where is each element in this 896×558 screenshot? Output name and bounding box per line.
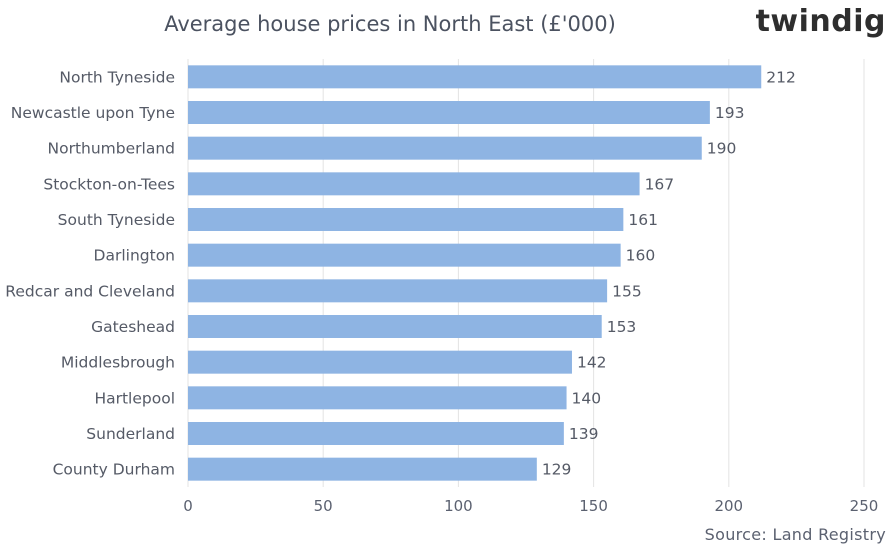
bar [188,101,710,124]
category-label: Redcar and Cleveland [5,282,175,300]
bar [188,386,567,410]
data-label: 139 [569,425,599,443]
x-tick-label: 100 [444,497,473,515]
bar [188,350,572,374]
bar [188,172,640,196]
data-label: 140 [572,389,602,407]
category-label: South Tyneside [58,211,175,229]
data-label: 142 [577,354,607,372]
category-label: North Tyneside [59,68,175,86]
category-label: Middlesbrough [61,354,175,372]
source-note: Source: Land Registry [704,525,886,544]
bar [188,315,602,338]
bars [188,65,762,481]
category-label: Sunderland [86,425,175,443]
bar [188,422,564,445]
category-label: Newcastle upon Tyne [11,104,175,122]
bar [188,65,762,89]
data-label: 190 [707,140,737,158]
data-label: 155 [612,282,642,300]
data-label: 167 [645,175,675,193]
data-label: 161 [628,211,658,229]
chart-title: Average house prices in North East (£'00… [164,12,616,36]
x-tick-label: 0 [183,497,193,515]
data-label: 153 [607,318,637,336]
category-label: Northumberland [48,140,176,158]
data-label: 160 [626,247,656,265]
category-label: Gateshead [91,318,175,336]
bar [188,208,624,231]
bar [188,136,702,160]
data-label: 193 [715,104,745,122]
category-labels: North Tyneside Newcastle upon Tyne Northum… [5,68,175,478]
bar [188,457,537,481]
category-label: Hartlepool [94,389,175,407]
bar [188,279,608,303]
category-label: County Durham [53,461,175,479]
bar [188,243,621,267]
data-label: 212 [766,68,796,86]
gridlines [187,59,865,487]
x-tick-label: 250 [850,497,879,515]
twindig-logo: twindig [755,4,886,39]
x-tick-label: 200 [714,497,743,515]
x-tick-label: 50 [314,497,333,515]
data-label: 129 [542,461,572,479]
category-label: Darlington [94,247,175,265]
x-axis-ticks: 0 50 100 150 200 250 [183,497,878,515]
category-label: Stockton-on-Tees [43,175,175,193]
x-tick-label: 150 [579,497,608,515]
